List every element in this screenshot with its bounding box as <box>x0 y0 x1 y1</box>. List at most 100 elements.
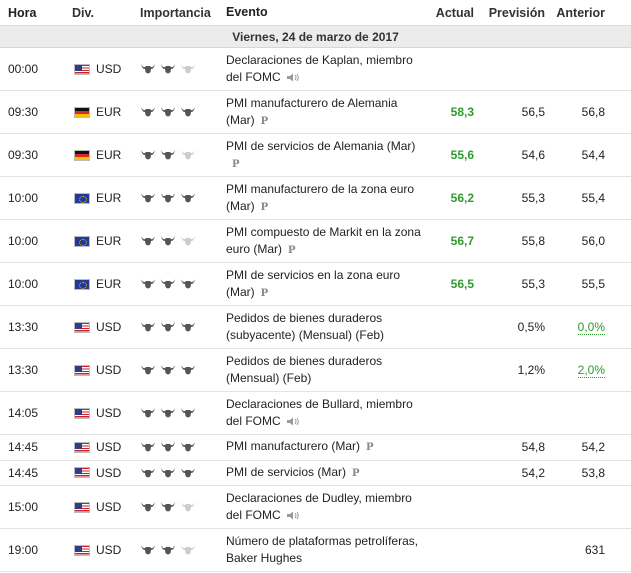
preliminary-icon: P <box>232 158 240 170</box>
revised-previous-value[interactable]: 0,0% <box>577 320 605 335</box>
us-flag-icon <box>74 407 90 419</box>
event-name[interactable]: Número de plataformas petrolíferas, Bake… <box>226 533 422 567</box>
table-row[interactable]: 19:00 USD Número de plataformas petrolífer… <box>0 529 631 572</box>
importance-rating <box>138 321 226 333</box>
bull-icon <box>160 544 176 556</box>
bull-icon <box>160 441 176 453</box>
speaker-icon <box>286 511 300 520</box>
event-name[interactable]: PMI compuesto de Markit en la zona euro … <box>226 224 422 259</box>
bull-icon <box>160 235 176 247</box>
event-title[interactable]: Declaraciones de Bullard, miembro del FO… <box>226 397 413 428</box>
importance-rating <box>138 106 226 118</box>
currency-code: USD <box>96 320 122 334</box>
preliminary-icon: P <box>260 115 269 127</box>
header-importance[interactable]: Importancia <box>140 5 211 20</box>
header-forecast[interactable]: Previsión <box>488 5 545 20</box>
event-name[interactable]: Declaraciones de Kaplan, miembro del FOM… <box>226 52 422 86</box>
event-name[interactable]: PMI manufacturero de Alemania (Mar) P <box>226 95 422 130</box>
table-row[interactable]: 10:00 EUR PMI manufacturero de la zona eur… <box>0 177 631 220</box>
us-flag-icon <box>74 364 90 376</box>
forecast-value: 54,2 <box>521 465 545 480</box>
us-flag-icon <box>74 441 90 453</box>
previous-text: 54,2 <box>581 440 605 455</box>
bull-icon <box>180 321 196 333</box>
event-name[interactable]: Pedidos de bienes duraderos (subyacente)… <box>226 310 422 344</box>
event-currency: USD <box>62 62 138 76</box>
event-title[interactable]: PMI compuesto de Markit en la zona euro … <box>226 224 421 256</box>
bull-icon <box>140 441 156 453</box>
event-name[interactable]: PMI de servicios en la zona euro (Mar) P <box>226 267 422 302</box>
speaker-icon <box>286 417 300 426</box>
table-row[interactable]: 00:00 USD Declaraciones de Kaplan, miembro… <box>0 48 631 91</box>
bull-icon <box>180 501 196 513</box>
table-row[interactable]: 13:30 USD Pedidos de bienes duraderos (sub… <box>0 306 631 349</box>
bull-icon <box>180 63 196 75</box>
table-row[interactable]: 09:30 EUR PMI de servicios de Alemania (Ma… <box>0 134 631 177</box>
event-title[interactable]: PMI de servicios (Mar) <box>226 464 347 479</box>
importance-rating <box>138 149 226 161</box>
table-row[interactable]: 15:00 USD Declaraciones de Dudley, miembro… <box>0 486 631 529</box>
currency-code: USD <box>96 363 122 377</box>
previous-value: 56,0 <box>545 234 629 248</box>
event-currency: EUR <box>62 148 138 162</box>
header-event[interactable]: Evento <box>226 5 268 19</box>
bull-icon <box>180 467 196 479</box>
bull-icon <box>180 544 196 556</box>
event-name[interactable]: Pedidos de bienes duraderos (Mensual) (F… <box>226 353 422 387</box>
currency-code: USD <box>96 62 122 76</box>
event-time: 09:30 <box>8 148 39 162</box>
importance-rating <box>138 467 226 479</box>
event-name[interactable]: PMI manufacturero de la zona euro (Mar) P <box>226 181 422 216</box>
currency-code: EUR <box>96 234 122 248</box>
actual-value: 58,3 <box>450 105 474 119</box>
event-time: 19:00 <box>8 543 39 557</box>
header-currency[interactable]: Div. <box>72 5 94 20</box>
bull-icon <box>160 106 176 118</box>
event-title[interactable]: PMI de servicios en la zona euro (Mar) <box>226 267 401 299</box>
previous-text: 56,0 <box>581 234 605 248</box>
preliminary-icon: P <box>352 467 360 479</box>
table-row[interactable]: 14:05 USD Declaraciones de Bullard, miembr… <box>0 392 631 435</box>
event-name[interactable]: PMI de servicios (Mar) P <box>226 464 422 482</box>
table-row[interactable]: 09:30 EUR PMI manufacturero de Alemania (M… <box>0 91 631 134</box>
bull-icon <box>180 192 196 204</box>
bull-icon <box>140 278 156 290</box>
event-title[interactable]: Número de plataformas petrolíferas, Bake… <box>226 534 419 565</box>
revised-previous-value[interactable]: 2,0% <box>577 363 605 378</box>
event-name[interactable]: Declaraciones de Bullard, miembro del FO… <box>226 396 422 430</box>
bull-icon <box>140 407 156 419</box>
header-time[interactable]: Hora <box>8 5 37 20</box>
bull-icon <box>180 235 196 247</box>
forecast-value: 55,3 <box>521 277 545 291</box>
event-name[interactable]: Declaraciones de Dudley, miembro del FOM… <box>226 490 422 524</box>
table-row[interactable]: 14:45 USD PMI de servicios (Mar) P 54,2 53,8 <box>0 461 631 486</box>
currency-code: USD <box>96 465 122 480</box>
event-name[interactable]: PMI manufacturero (Mar) P <box>226 438 422 456</box>
event-time: 14:45 <box>8 465 39 480</box>
bull-icon <box>160 192 176 204</box>
event-title[interactable]: PMI manufacturero (Mar) <box>226 439 361 454</box>
importance-rating <box>138 364 226 376</box>
event-title[interactable]: PMI manufacturero de Alemania (Mar) <box>226 95 398 127</box>
bull-icon <box>160 501 176 513</box>
table-row[interactable]: 10:00 EUR PMI de servicios en la zona euro… <box>0 263 631 306</box>
event-title[interactable]: Pedidos de bienes duraderos (subyacente)… <box>226 311 385 342</box>
table-row[interactable]: 10:00 EUR PMI compuesto de Markit en la zo… <box>0 220 631 263</box>
event-title[interactable]: Declaraciones de Dudley, miembro del FOM… <box>226 491 412 522</box>
event-title[interactable]: PMI de servicios de Alemania (Mar) <box>226 138 416 153</box>
previous-text: 631 <box>584 543 605 557</box>
event-title[interactable]: Pedidos de bienes duraderos (Mensual) (F… <box>226 354 383 385</box>
header-actual[interactable]: Actual <box>435 5 474 20</box>
header-previous[interactable]: Anterior <box>556 5 605 20</box>
event-title[interactable]: PMI manufacturero de la zona euro (Mar) <box>226 181 415 213</box>
importance-rating <box>138 544 226 556</box>
table-row[interactable]: 14:45 USD PMI manufacturero (Mar) P 54,8 54,2 <box>0 435 631 461</box>
de-flag-icon <box>74 149 90 161</box>
event-title[interactable]: Declaraciones de Kaplan, miembro del FOM… <box>226 53 413 84</box>
table-row[interactable]: 13:30 USD Pedidos de bienes duraderos (Men… <box>0 349 631 392</box>
event-name[interactable]: PMI de servicios de Alemania (Mar) P <box>226 138 422 173</box>
event-time: 10:00 <box>8 191 39 205</box>
table-header: Hora Div. Importancia Evento Actual Prev… <box>0 0 631 26</box>
us-flag-icon <box>74 321 90 333</box>
event-currency: EUR <box>62 191 138 205</box>
